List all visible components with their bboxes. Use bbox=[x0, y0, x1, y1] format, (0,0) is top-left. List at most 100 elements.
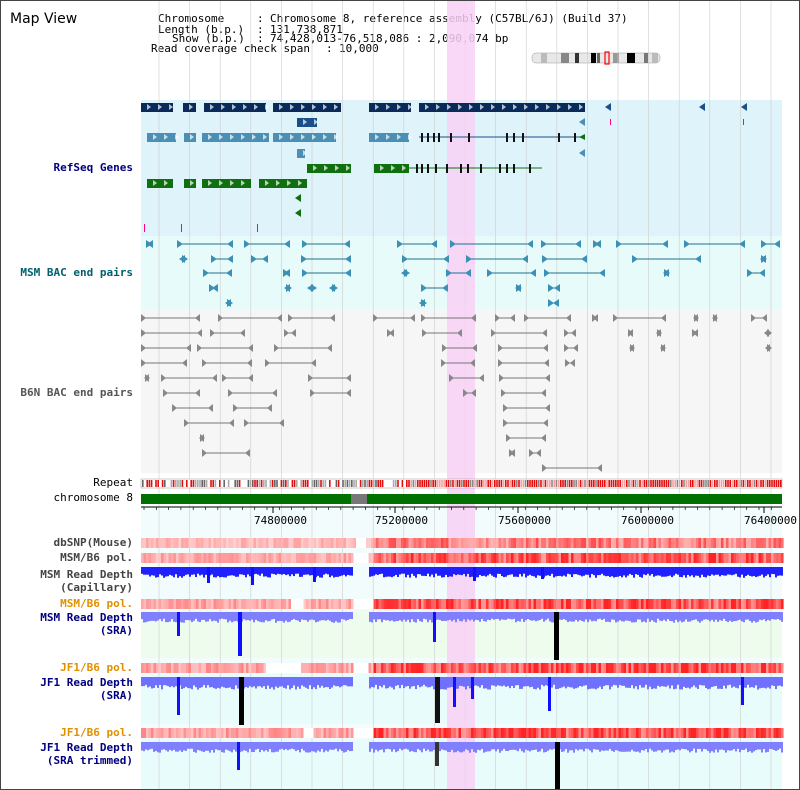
label-refseq-genes[interactable]: RefSeq Genes bbox=[53, 161, 133, 174]
polymorphism-cell bbox=[418, 553, 422, 563]
refseq-exon bbox=[460, 164, 462, 173]
read-depth-bar bbox=[413, 677, 415, 687]
read-depth-bar bbox=[643, 567, 645, 575]
polymorphism-cell bbox=[256, 728, 259, 738]
repeat-element bbox=[232, 480, 234, 487]
label-msm-b6-pol-sra[interactable]: MSM/B6 pol. bbox=[60, 597, 133, 610]
read-depth-bar bbox=[305, 677, 307, 688]
label-jf1-b6-pol-trimmed[interactable]: JF1/B6 pol. bbox=[60, 726, 133, 739]
read-depth-bar bbox=[143, 742, 145, 752]
label-msm-b6-pol[interactable]: MSM/B6 pol. bbox=[60, 551, 133, 564]
repeat-track[interactable] bbox=[140, 478, 783, 489]
label-msm-read-depth-capillary-2[interactable]: (Capillary) bbox=[60, 581, 133, 594]
chromosome-ideogram[interactable] bbox=[531, 51, 661, 65]
label-jf1-b6-pol[interactable]: JF1/B6 pol. bbox=[60, 661, 133, 674]
read-depth-bar bbox=[699, 677, 701, 685]
read-depth-bar bbox=[705, 612, 707, 620]
label-b6n-bac-end-pairs[interactable]: B6N BAC end pairs bbox=[20, 386, 133, 399]
label-jf1-read-depth-sra-2[interactable]: (SRA) bbox=[99, 689, 133, 702]
repeat-element bbox=[643, 480, 646, 487]
read-depth-bar bbox=[723, 567, 725, 576]
label-jf1-read-depth-trimmed-1[interactable]: JF1 Read Depth bbox=[40, 741, 133, 754]
read-depth-bar bbox=[325, 742, 327, 751]
refseq-strand-arrow bbox=[241, 180, 245, 186]
polymorphism-cell bbox=[688, 538, 692, 548]
refseq-gene-features[interactable] bbox=[141, 103, 747, 232]
read-depth-bar bbox=[269, 677, 271, 689]
polymorphism-cell bbox=[176, 553, 179, 563]
polymorphism-cell bbox=[451, 553, 454, 563]
polymorphism-cell bbox=[746, 663, 749, 673]
polymorphism-cell bbox=[688, 599, 692, 609]
read-depth-bar bbox=[335, 612, 337, 622]
bac-end-marker bbox=[179, 255, 185, 263]
polymorphism-cell bbox=[506, 728, 509, 738]
label-jf1-read-depth-trimmed-2[interactable]: (SRA trimmed) bbox=[46, 754, 133, 767]
repeat-element bbox=[388, 480, 390, 487]
chromosome-bar[interactable] bbox=[141, 494, 782, 504]
read-depth-bar bbox=[579, 567, 581, 576]
label-msm-read-depth-capillary-1[interactable]: MSM Read Depth bbox=[40, 568, 133, 581]
read-depth-bar bbox=[225, 677, 227, 689]
read-depth-bar bbox=[705, 567, 707, 578]
polymorphism-cell bbox=[178, 663, 182, 673]
polymorphism-cell bbox=[518, 663, 522, 673]
polymorphism-cell bbox=[631, 599, 634, 609]
repeat-element bbox=[403, 480, 406, 487]
read-depth-bar bbox=[749, 677, 751, 688]
polymorphism-cell bbox=[323, 663, 327, 673]
repeat-element bbox=[472, 480, 474, 487]
read-depth-bar bbox=[421, 612, 423, 622]
label-dbsnp[interactable]: dbSNP(Mouse) bbox=[53, 536, 133, 549]
polymorphism-cell bbox=[316, 728, 319, 738]
polymorphism-cell bbox=[293, 599, 297, 609]
polymorphism-cell bbox=[703, 728, 707, 738]
read-depth-tracks[interactable] bbox=[141, 567, 783, 789]
repeat-element bbox=[293, 480, 296, 487]
repeat-element bbox=[588, 480, 591, 487]
read-depth-bar bbox=[679, 567, 681, 577]
read-depth-bar bbox=[509, 742, 511, 751]
read-depth-bar bbox=[427, 612, 429, 623]
polymorphism-cell bbox=[178, 538, 182, 548]
read-depth-bar bbox=[767, 742, 769, 752]
polymorphism-cell bbox=[631, 663, 634, 673]
label-msm-bac-end-pairs[interactable]: MSM BAC end pairs bbox=[20, 266, 133, 279]
polymorphism-cell bbox=[711, 553, 714, 563]
label-msm-read-depth-sra-2[interactable]: (SRA) bbox=[99, 624, 133, 637]
label-msm-read-depth-sra-1[interactable]: MSM Read Depth bbox=[40, 611, 133, 624]
read-depth-bar bbox=[169, 742, 171, 750]
read-depth-bar bbox=[403, 567, 405, 574]
msm-bac-features[interactable] bbox=[146, 240, 780, 307]
polymorphism-heat-tracks[interactable] bbox=[141, 538, 784, 738]
read-depth-bar bbox=[173, 612, 175, 622]
polymorphism-cell bbox=[321, 663, 324, 673]
polymorphism-cell bbox=[246, 538, 249, 548]
polymorphism-cell bbox=[383, 538, 387, 548]
repeat-element bbox=[549, 480, 551, 487]
b6n-bac-features[interactable] bbox=[141, 314, 772, 472]
label-jf1-read-depth-sra-1[interactable]: JF1 Read Depth bbox=[40, 676, 133, 689]
repeat-element bbox=[496, 480, 498, 487]
polymorphism-cell bbox=[331, 728, 334, 738]
read-depth-bar bbox=[653, 612, 655, 622]
read-depth-bar bbox=[423, 567, 425, 576]
read-depth-bar bbox=[713, 742, 715, 753]
read-depth-bar bbox=[681, 742, 683, 749]
polymorphism-cell bbox=[441, 599, 444, 609]
polymorphism-cell bbox=[308, 728, 312, 738]
polymorphism-cell bbox=[318, 599, 322, 609]
refseq-strand-arrow bbox=[301, 104, 305, 110]
polymorphism-cell bbox=[466, 599, 469, 609]
bac-end-marker bbox=[279, 419, 284, 427]
refseq-gene-marker bbox=[741, 103, 747, 111]
polymorphism-cell bbox=[686, 538, 689, 548]
bac-end-marker bbox=[277, 314, 282, 322]
read-depth-bar bbox=[619, 742, 621, 752]
polymorphism-cell bbox=[751, 553, 754, 563]
read-depth-bar bbox=[393, 567, 395, 577]
repeat-element bbox=[656, 480, 659, 487]
polymorphism-cell bbox=[318, 663, 322, 673]
read-depth-bar bbox=[255, 567, 257, 574]
